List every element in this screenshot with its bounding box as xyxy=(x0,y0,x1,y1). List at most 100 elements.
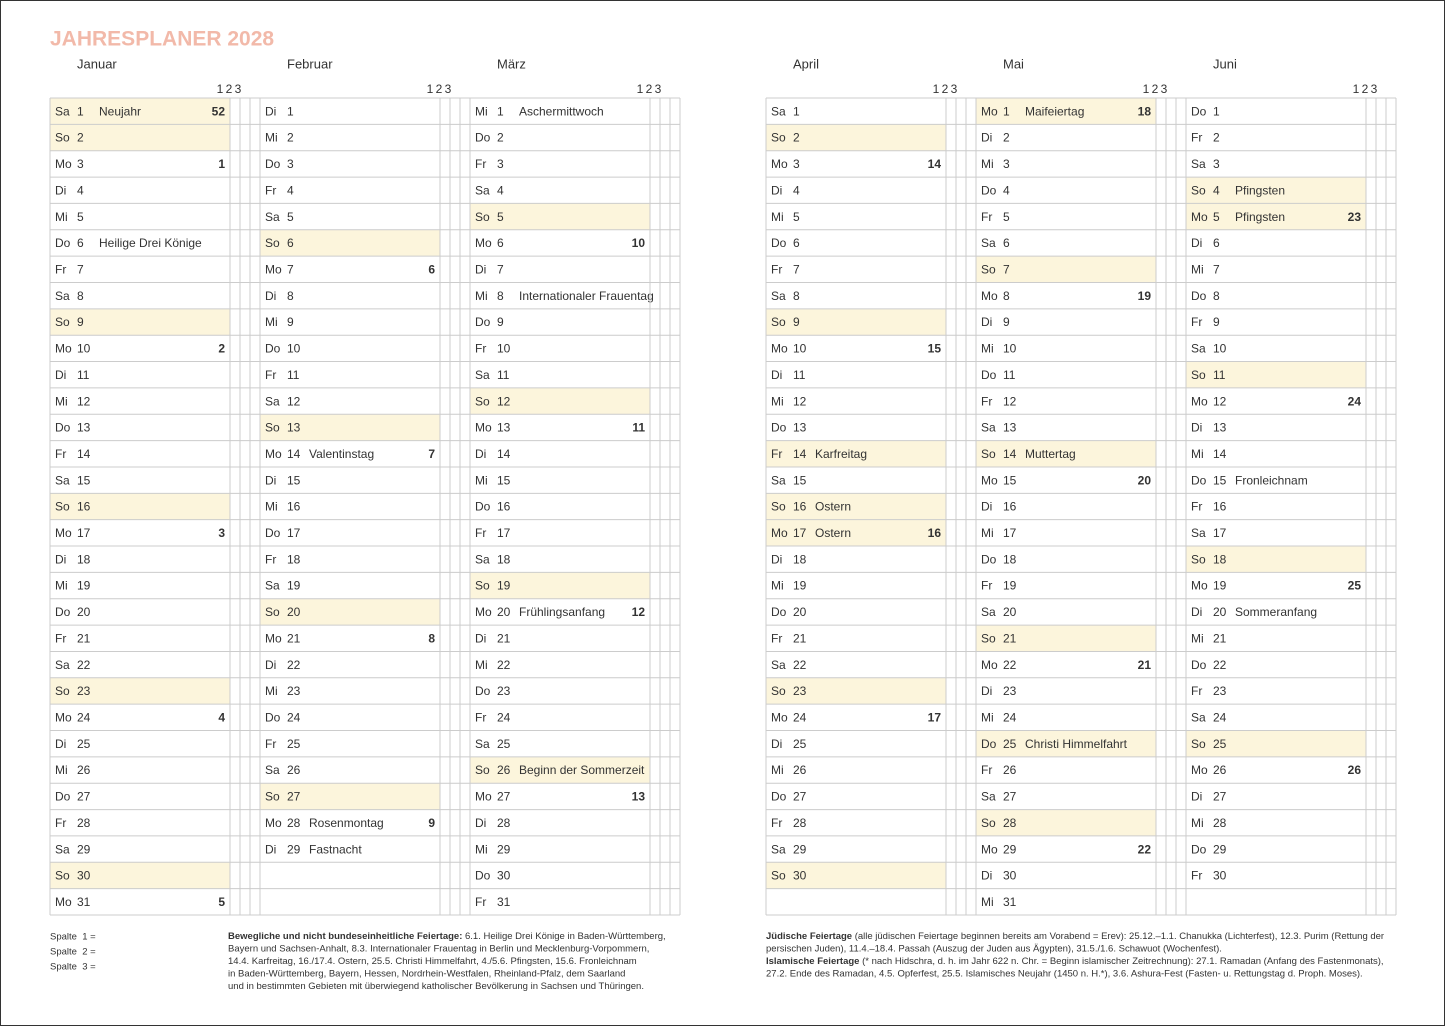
day-number: 3 xyxy=(1003,157,1010,171)
day-number: 14 xyxy=(793,447,807,461)
column-number: 2 xyxy=(226,82,233,96)
day-number: 5 xyxy=(77,210,84,224)
weekday: So xyxy=(1191,368,1206,382)
day-number: 21 xyxy=(1003,631,1017,645)
weekday: Fr xyxy=(475,895,486,909)
day-number: 20 xyxy=(287,605,301,619)
weekday: Mo xyxy=(981,658,998,672)
week-number: 3 xyxy=(218,526,225,540)
week-number: 15 xyxy=(928,342,942,356)
weekday: Mi xyxy=(981,342,994,356)
weekday: Mo xyxy=(265,816,282,830)
weekday: So xyxy=(981,447,996,461)
month-name: Juni xyxy=(1213,56,1237,71)
weekday: Do xyxy=(981,183,997,197)
note-line: persischen Juden), 11.4.–18.4. Passah (A… xyxy=(766,943,1222,954)
day-number: 10 xyxy=(77,342,91,356)
column-number: 2 xyxy=(942,82,949,96)
day-number: 6 xyxy=(1003,236,1010,250)
weekday: Mi xyxy=(771,763,784,777)
shaded-cell xyxy=(766,519,946,547)
weekday: So xyxy=(55,684,70,698)
weekday: Di xyxy=(265,289,276,303)
weekday: Sa xyxy=(265,579,280,593)
day-number: 19 xyxy=(1003,579,1017,593)
day-number: 25 xyxy=(1003,737,1017,751)
day-number: 28 xyxy=(77,816,91,830)
day-number: 25 xyxy=(497,737,511,751)
weekday: Fr xyxy=(475,711,486,725)
holiday: Heilige Drei Könige xyxy=(99,236,202,250)
day-number: 15 xyxy=(497,473,511,487)
day-number: 12 xyxy=(1213,394,1227,408)
weekday: Mi xyxy=(55,210,68,224)
day-number: 26 xyxy=(77,763,91,777)
weekday: Di xyxy=(771,368,782,382)
weekday: Di xyxy=(771,552,782,566)
weekday: Do xyxy=(771,236,787,250)
weekday: Mo xyxy=(265,631,282,645)
note-text: 6.1. Heilige Drei Könige in Baden-Württe… xyxy=(462,931,665,942)
week-number: 18 xyxy=(1138,104,1152,118)
day-number: 28 xyxy=(1213,816,1227,830)
day-number: 17 xyxy=(1213,526,1227,540)
weekday: Mi xyxy=(475,289,488,303)
day-number: 1 xyxy=(793,104,800,118)
shaded-cell xyxy=(470,387,650,415)
weekday: Sa xyxy=(771,842,786,856)
weekday: Di xyxy=(265,842,276,856)
column-number: 3 xyxy=(235,82,242,96)
column-number: 3 xyxy=(445,82,452,96)
weekday: So xyxy=(55,315,70,329)
day-number: 27 xyxy=(287,790,301,804)
week-number: 26 xyxy=(1348,763,1362,777)
note-text: 14.4. Karfreitag, 16./17.4. Ostern, 25.5… xyxy=(228,956,637,967)
shaded-cell xyxy=(470,203,650,230)
day-number: 12 xyxy=(793,394,807,408)
weekday: So xyxy=(771,684,786,698)
weekday: Fr xyxy=(55,816,66,830)
weekday: Do xyxy=(55,605,71,619)
weekday: Mi xyxy=(55,579,68,593)
weekday: Mi xyxy=(1191,447,1204,461)
day-number: 24 xyxy=(1003,711,1017,725)
weekday: Fr xyxy=(771,816,782,830)
column-number: 1 xyxy=(1353,82,1360,96)
holiday: Ostern xyxy=(815,526,851,540)
day-number: 6 xyxy=(287,236,294,250)
weekday: So xyxy=(475,210,490,224)
day-number: 27 xyxy=(497,790,511,804)
week-number: 17 xyxy=(928,711,942,725)
note-text: und in bestimmten Gebieten mit überwiege… xyxy=(228,981,644,992)
day-number: 5 xyxy=(1213,210,1220,224)
day-number: 16 xyxy=(287,500,301,514)
day-number: 9 xyxy=(1213,315,1220,329)
day-number: 27 xyxy=(1213,790,1227,804)
day-number: 18 xyxy=(793,552,807,566)
week-number: 8 xyxy=(428,631,435,645)
weekday: Sa xyxy=(475,737,490,751)
weekday: Di xyxy=(981,315,992,329)
shaded-cell xyxy=(766,124,946,151)
weekday: Mo xyxy=(981,104,998,118)
weekday: Mo xyxy=(1191,210,1208,224)
week-number: 9 xyxy=(428,816,435,830)
weekday: So xyxy=(981,816,996,830)
shaded-cell xyxy=(470,756,650,784)
note-text: in Baden-Württemberg, Bayern, Hessen, No… xyxy=(228,968,625,979)
day-number: 25 xyxy=(1213,737,1227,751)
weekday: Sa xyxy=(475,183,490,197)
day-number: 13 xyxy=(77,421,91,435)
shaded-cell xyxy=(1186,203,1366,230)
day-number: 23 xyxy=(287,684,301,698)
shaded-cell xyxy=(1186,546,1366,573)
note-line: Islamische Feiertage (* nach Hidschra, d… xyxy=(766,956,1384,967)
weekday: Sa xyxy=(265,763,280,777)
day-number: 15 xyxy=(1003,473,1017,487)
day-number: 15 xyxy=(793,473,807,487)
weekday: Sa xyxy=(55,289,70,303)
month-name: April xyxy=(793,56,819,71)
weekday: Do xyxy=(981,368,997,382)
day-number: 22 xyxy=(287,658,301,672)
weekday: Sa xyxy=(771,104,786,118)
